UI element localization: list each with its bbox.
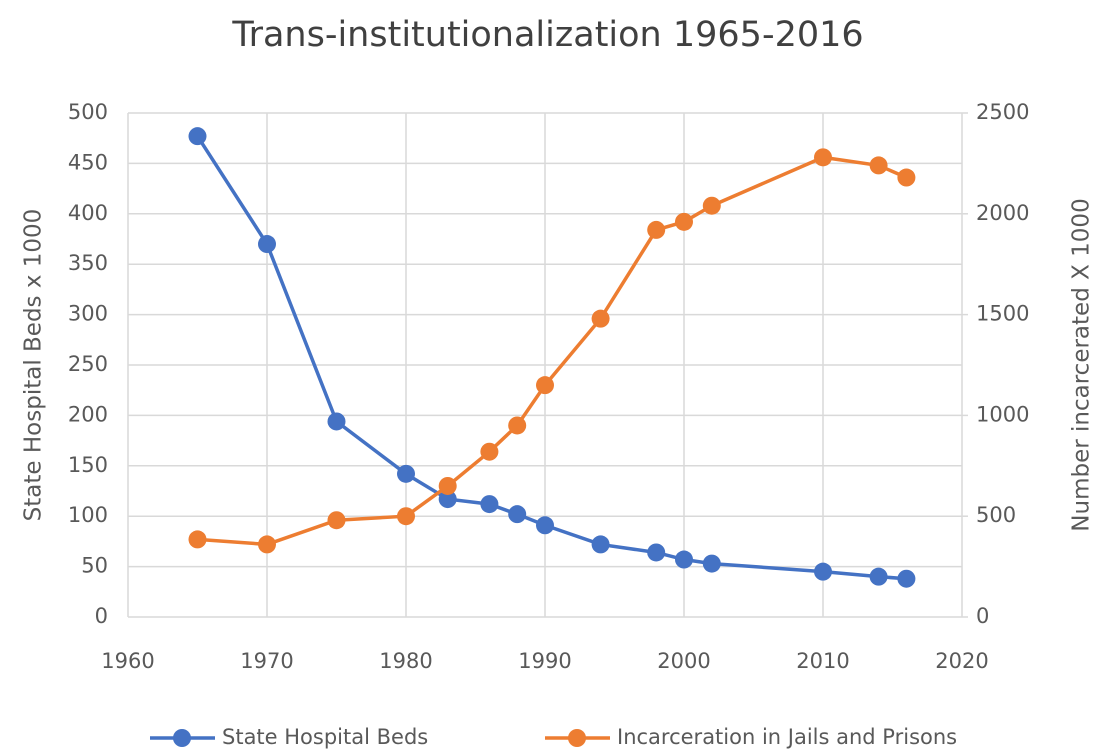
data-point bbox=[480, 442, 499, 461]
data-point bbox=[675, 212, 693, 231]
data-point bbox=[508, 505, 527, 524]
y-tick-label: 50 bbox=[81, 554, 108, 578]
legend-marker bbox=[173, 729, 191, 747]
chart-title: Trans-institutionalization 1965-2016 bbox=[231, 15, 863, 55]
data-point bbox=[397, 464, 415, 483]
y2-tick-label: 2000 bbox=[976, 201, 1029, 225]
data-point bbox=[258, 535, 276, 554]
data-point bbox=[327, 412, 346, 431]
y2-tick-label: 1500 bbox=[976, 302, 1029, 326]
x-tick-label: 1960 bbox=[101, 649, 154, 673]
y-tick-label: 250 bbox=[68, 352, 108, 376]
y2-tick-label: 0 bbox=[976, 604, 989, 628]
data-point bbox=[702, 554, 721, 573]
data-point bbox=[647, 543, 666, 562]
y2-tick-label: 2500 bbox=[976, 100, 1029, 124]
series-line bbox=[197, 155, 908, 547]
series-line bbox=[196, 135, 907, 581]
x-tick-label: 2020 bbox=[935, 649, 988, 673]
data-point bbox=[591, 309, 610, 328]
y2-axis-label: Number incarcerated X 1000 bbox=[1069, 198, 1095, 531]
data-point bbox=[647, 220, 666, 239]
y-tick-label: 200 bbox=[68, 402, 108, 426]
data-point bbox=[188, 127, 207, 146]
data-point bbox=[536, 516, 554, 535]
legend-label: State Hospital Beds bbox=[222, 725, 428, 749]
y-tick-label: 450 bbox=[68, 150, 108, 174]
data-point bbox=[438, 476, 457, 495]
data-point bbox=[897, 168, 916, 187]
data-point bbox=[814, 148, 832, 167]
x-tick-label: 2000 bbox=[657, 649, 710, 673]
legend-label: Incarceration in Jails and Prisons bbox=[617, 725, 957, 749]
data-point bbox=[702, 196, 721, 215]
y-axis-label: State Hospital Beds x 1000 bbox=[21, 209, 47, 522]
y-tick-label: 0 bbox=[95, 604, 108, 628]
y2-tick-label: 500 bbox=[976, 503, 1016, 527]
data-point bbox=[897, 569, 916, 588]
y-tick-label: 400 bbox=[68, 201, 108, 225]
data-point bbox=[536, 376, 554, 395]
data-point bbox=[675, 550, 693, 569]
data-point bbox=[438, 490, 457, 509]
data-point bbox=[397, 507, 415, 526]
data-point bbox=[869, 567, 888, 586]
y-tick-label: 100 bbox=[68, 503, 108, 527]
data-point bbox=[508, 416, 527, 435]
y-tick-label: 500 bbox=[68, 100, 108, 124]
y2-tick-label: 1000 bbox=[976, 402, 1029, 426]
y-tick-label: 350 bbox=[68, 251, 108, 275]
data-point bbox=[327, 511, 346, 530]
data-point bbox=[258, 235, 276, 254]
data-point bbox=[188, 530, 207, 549]
x-tick-label: 2010 bbox=[796, 649, 849, 673]
x-tick-label: 1990 bbox=[518, 649, 571, 673]
y-tick-label: 150 bbox=[68, 453, 108, 477]
data-point bbox=[814, 562, 832, 581]
data-point bbox=[480, 495, 499, 514]
data-point bbox=[591, 535, 610, 554]
x-tick-label: 1980 bbox=[379, 649, 432, 673]
x-tick-label: 1970 bbox=[240, 649, 293, 673]
legend-marker bbox=[568, 729, 586, 747]
y-tick-label: 300 bbox=[68, 302, 108, 326]
data-point bbox=[869, 156, 888, 175]
